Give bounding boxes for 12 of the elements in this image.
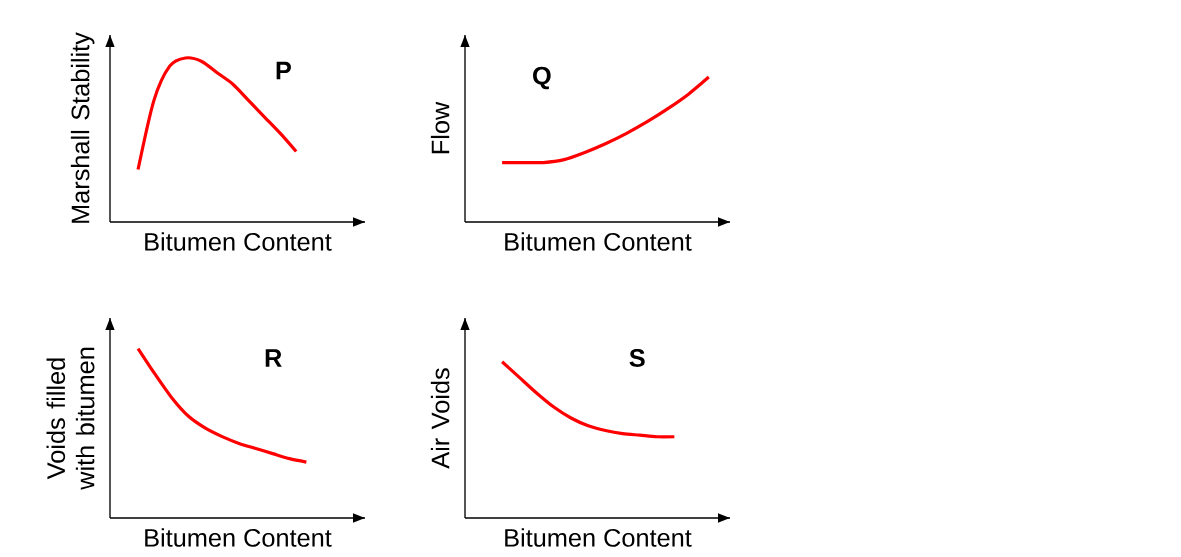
y-axis-title: Marshall Stability: [70, 32, 95, 223]
annotation: R: [265, 349, 282, 367]
x-axis-title: Bitumen Content: [505, 528, 692, 547]
x-axis-title: Bitumen Content: [145, 528, 332, 547]
annotation: S: [629, 349, 645, 367]
x-axis-title: Bitumen Content: [145, 232, 332, 251]
annotation: Q: [533, 66, 551, 90]
y-axis-title: Air Voids: [430, 368, 450, 469]
y-axis-title: Flow: [430, 101, 450, 154]
y-axis-title: Voids filled with bitumen: [46, 347, 95, 490]
x-axis-title: Bitumen Content: [505, 232, 692, 251]
annotation: P: [276, 61, 291, 80]
